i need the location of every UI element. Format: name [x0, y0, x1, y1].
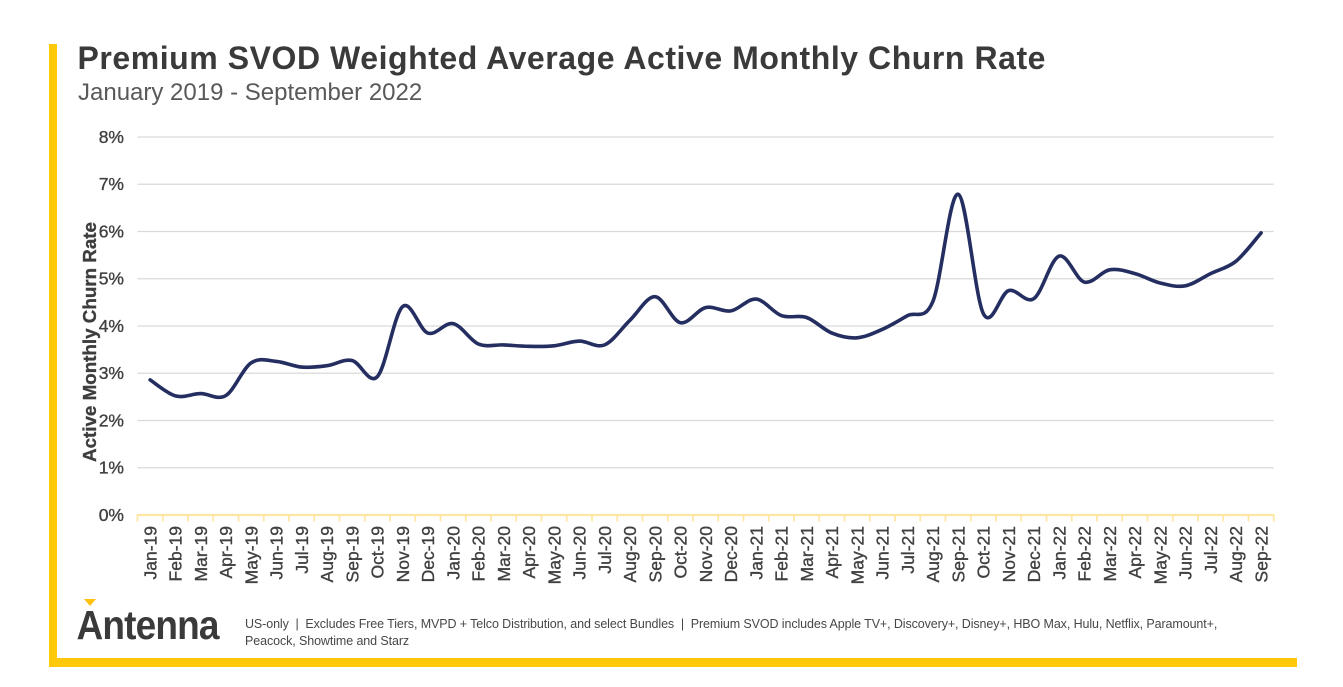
svg-text:May-20: May-20 — [544, 526, 564, 585]
svg-text:Feb-22: Feb-22 — [1075, 526, 1095, 581]
svg-text:Oct-21: Oct-21 — [974, 526, 994, 579]
svg-text:Apr-20: Apr-20 — [519, 526, 539, 579]
svg-text:Jul-21: Jul-21 — [898, 526, 918, 574]
svg-text:7%: 7% — [99, 174, 124, 194]
svg-text:Jul-19: Jul-19 — [292, 526, 312, 574]
svg-text:Jan-19: Jan-19 — [140, 526, 160, 580]
svg-text:0%: 0% — [99, 505, 124, 525]
svg-text:Jun-20: Jun-20 — [570, 526, 590, 580]
svg-text:May-22: May-22 — [1150, 526, 1170, 584]
svg-text:Aug-19: Aug-19 — [317, 526, 337, 582]
svg-text:Oct-20: Oct-20 — [671, 526, 691, 579]
svg-text:Mar-20: Mar-20 — [494, 526, 514, 582]
svg-text:Nov-20: Nov-20 — [696, 526, 716, 583]
svg-text:Oct-19: Oct-19 — [368, 526, 388, 579]
svg-text:3%: 3% — [99, 363, 124, 383]
svg-text:Jun-22: Jun-22 — [1176, 526, 1196, 580]
svg-text:Dec-21: Dec-21 — [1024, 526, 1044, 582]
svg-text:8%: 8% — [99, 127, 124, 147]
svg-text:Mar-21: Mar-21 — [797, 526, 817, 581]
svg-text:Nov-21: Nov-21 — [999, 526, 1019, 582]
svg-text:Sep-22: Sep-22 — [1251, 526, 1271, 582]
svg-text:Aug-20: Aug-20 — [620, 526, 640, 583]
svg-text:Dec-20: Dec-20 — [721, 526, 741, 583]
svg-text:Active Monthly Churn Rate: Active Monthly Churn Rate — [79, 222, 100, 462]
svg-text:Apr-22: Apr-22 — [1125, 526, 1145, 579]
svg-text:Aug-22: Aug-22 — [1226, 526, 1246, 582]
svg-text:Mar-22: Mar-22 — [1100, 526, 1120, 581]
svg-text:Mar-19: Mar-19 — [191, 526, 211, 581]
svg-text:Jan-20: Jan-20 — [443, 526, 463, 580]
svg-text:Jun-19: Jun-19 — [267, 526, 287, 580]
svg-text:6%: 6% — [99, 221, 124, 241]
svg-text:1%: 1% — [99, 458, 124, 478]
svg-text:Sep-19: Sep-19 — [342, 526, 362, 582]
svg-text:Apr-19: Apr-19 — [216, 526, 236, 579]
svg-text:Sep-21: Sep-21 — [948, 526, 968, 582]
svg-text:Jan-22: Jan-22 — [1049, 526, 1069, 580]
svg-text:Apr-21: Apr-21 — [822, 526, 842, 579]
svg-text:Jul-22: Jul-22 — [1201, 526, 1221, 574]
svg-text:Feb-20: Feb-20 — [469, 526, 489, 582]
svg-text:Jul-20: Jul-20 — [595, 526, 615, 574]
svg-text:Jun-21: Jun-21 — [873, 526, 893, 580]
svg-text:May-19: May-19 — [241, 526, 261, 584]
svg-text:Sep-20: Sep-20 — [645, 526, 665, 583]
svg-text:2%: 2% — [99, 410, 124, 430]
svg-text:Feb-21: Feb-21 — [772, 526, 792, 581]
svg-text:Feb-19: Feb-19 — [166, 526, 186, 581]
svg-text:Aug-21: Aug-21 — [923, 526, 943, 582]
svg-text:Nov-19: Nov-19 — [393, 526, 413, 582]
svg-text:4%: 4% — [99, 316, 124, 336]
svg-text:5%: 5% — [99, 269, 124, 289]
svg-text:May-21: May-21 — [847, 526, 867, 584]
svg-text:Dec-19: Dec-19 — [418, 526, 438, 582]
svg-text:Jan-21: Jan-21 — [746, 526, 766, 580]
